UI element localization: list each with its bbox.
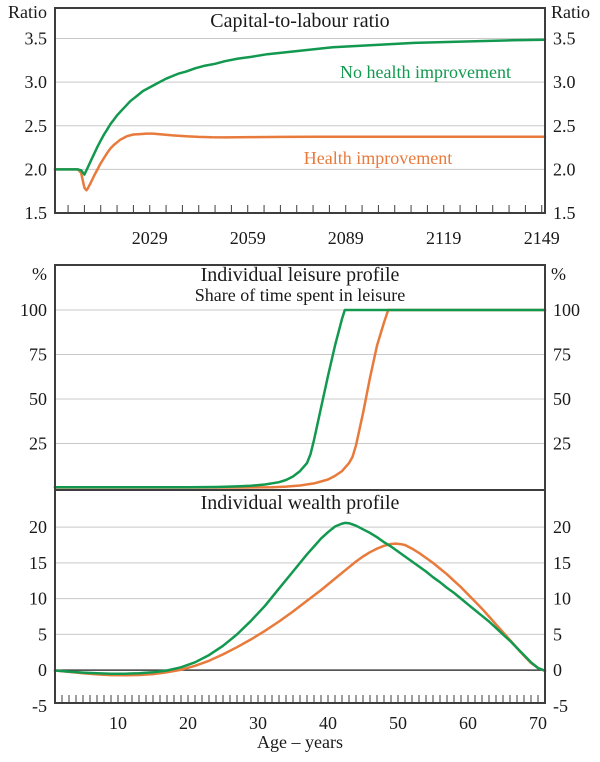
- y-tick-label-left: 50: [29, 389, 47, 409]
- y-tick-label-right: 0: [553, 660, 562, 680]
- series-line-health-improvement: [53, 132, 547, 192]
- y-tick-label-right: 100: [553, 300, 580, 320]
- x-tick-label: 2059: [230, 228, 266, 248]
- y-tick-label-left: 1.5: [25, 203, 48, 223]
- y-tick-label-right: 2.5: [553, 116, 576, 136]
- chart-title-wealth-profile: Individual wealth profile: [200, 492, 400, 514]
- y-tick-label-right: 50: [553, 389, 571, 409]
- y-tick-label-right: 25: [553, 434, 571, 454]
- x-tick-label: 50: [389, 713, 407, 733]
- x-axis-title-age-years: Age – years: [257, 732, 343, 752]
- y-tick-label-left: 15: [29, 553, 47, 573]
- y-tick-label-left: 2.5: [25, 116, 48, 136]
- y-tick-label-left: 75: [29, 345, 47, 365]
- y-tick-label-left: -5: [32, 696, 47, 716]
- y-axis-unit-left-top-panel: Ratio: [8, 2, 47, 22]
- x-tick-label: 2149: [524, 228, 560, 248]
- x-tick-label: 2029: [132, 228, 168, 248]
- panel-border: [54, 7, 546, 214]
- y-axis-unit-right-top-panel: Ratio: [551, 2, 590, 22]
- y-tick-label-right: 5: [553, 624, 562, 644]
- chart-subtitle-leisure-share: Share of time spent in leisure: [194, 285, 406, 305]
- x-tick-label: 2119: [426, 228, 461, 248]
- x-tick-label: 10: [109, 713, 127, 733]
- y-tick-label-right: 3.5: [553, 29, 576, 49]
- y-tick-label-left: 3.0: [25, 72, 48, 92]
- y-axis-unit-left-middle-panel: %: [32, 264, 47, 284]
- series-line-no-health-improvement: [53, 38, 547, 176]
- y-tick-label-left: 3.5: [25, 29, 48, 49]
- series-line-health-improvement: [53, 308, 547, 489]
- y-tick-label-left: 5: [38, 624, 47, 644]
- y-tick-label-right: 1.5: [553, 203, 576, 223]
- series-line-health-improvement: [53, 542, 547, 677]
- x-tick-label: 2089: [328, 228, 364, 248]
- series-label-health-improvement: Health improvement: [303, 148, 453, 168]
- chart-title-leisure-profile: Individual leisure profile: [200, 264, 400, 286]
- y-tick-label-left: 0: [38, 660, 47, 680]
- y-tick-label-left: 25: [29, 434, 47, 454]
- panel-border: [54, 489, 546, 704]
- y-tick-label-left: 10: [29, 589, 47, 609]
- y-tick-label-right: 20: [553, 517, 571, 537]
- x-tick-label: 70: [529, 713, 547, 733]
- series-label-no-health-improvement: No health improvement: [340, 62, 511, 82]
- x-tick-label: 40: [319, 713, 337, 733]
- y-tick-label-right: 10: [553, 589, 571, 609]
- series-line-no-health-improvement: [53, 308, 547, 489]
- y-tick-label-right: 3.0: [553, 72, 576, 92]
- y-tick-label-right: 2.0: [553, 159, 576, 179]
- series-line-no-health-improvement: [53, 521, 547, 675]
- y-tick-label-left: 100: [20, 300, 47, 320]
- y-tick-label-right: 75: [553, 345, 571, 365]
- y-tick-label-right: -5: [553, 696, 568, 716]
- chart-title-capital-ratio: Capital-to-labour ratio: [210, 10, 390, 32]
- y-axis-unit-right-middle-panel: %: [551, 264, 566, 284]
- x-tick-label: 30: [249, 713, 267, 733]
- y-tick-label-left: 2.0: [25, 159, 48, 179]
- x-tick-label: 20: [179, 713, 197, 733]
- y-tick-label-left: 20: [29, 517, 47, 537]
- x-tick-label: 60: [459, 713, 477, 733]
- y-tick-label-right: 15: [553, 553, 571, 573]
